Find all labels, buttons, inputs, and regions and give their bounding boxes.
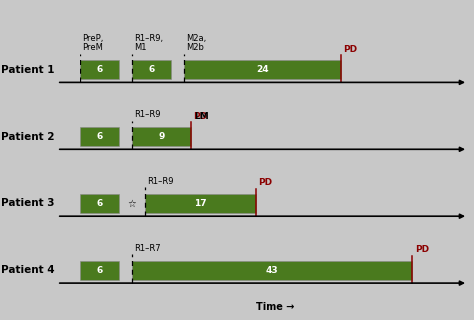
Text: 6: 6 <box>96 132 102 141</box>
Text: 9: 9 <box>158 132 164 141</box>
Text: ☆: ☆ <box>128 198 136 209</box>
Text: 6: 6 <box>148 65 155 74</box>
Text: LM: LM <box>194 112 209 121</box>
Text: 43: 43 <box>266 266 279 275</box>
Bar <box>184 60 341 79</box>
Bar <box>80 60 119 79</box>
Text: M2a,
M2b: M2a, M2b <box>186 34 206 52</box>
Text: PD: PD <box>258 179 273 188</box>
Text: Patient 4: Patient 4 <box>1 265 55 276</box>
Text: 24: 24 <box>256 65 269 74</box>
Text: R1–R9: R1–R9 <box>147 177 173 186</box>
Bar <box>80 261 119 280</box>
Text: PD: PD <box>193 112 207 121</box>
Text: PD: PD <box>415 245 429 254</box>
Bar <box>80 127 119 146</box>
Text: Patient 2: Patient 2 <box>1 132 55 141</box>
Bar <box>145 194 256 213</box>
Text: 6: 6 <box>96 65 102 74</box>
Text: Patient 3: Patient 3 <box>1 198 55 209</box>
Text: Patient 1: Patient 1 <box>1 65 55 75</box>
Bar <box>80 194 119 213</box>
Text: Time →: Time → <box>256 302 295 312</box>
Text: 6: 6 <box>96 266 102 275</box>
Text: 17: 17 <box>194 199 207 208</box>
Text: R1–R9,
M1: R1–R9, M1 <box>134 34 163 52</box>
Text: R1–R7: R1–R7 <box>134 244 161 253</box>
Bar <box>132 60 171 79</box>
Text: R1–R9: R1–R9 <box>134 110 160 119</box>
Text: PreP,
PreM: PreP, PreM <box>82 34 103 52</box>
Text: 6: 6 <box>96 199 102 208</box>
Bar <box>132 261 412 280</box>
Bar <box>132 127 191 146</box>
Text: PD: PD <box>343 44 357 54</box>
